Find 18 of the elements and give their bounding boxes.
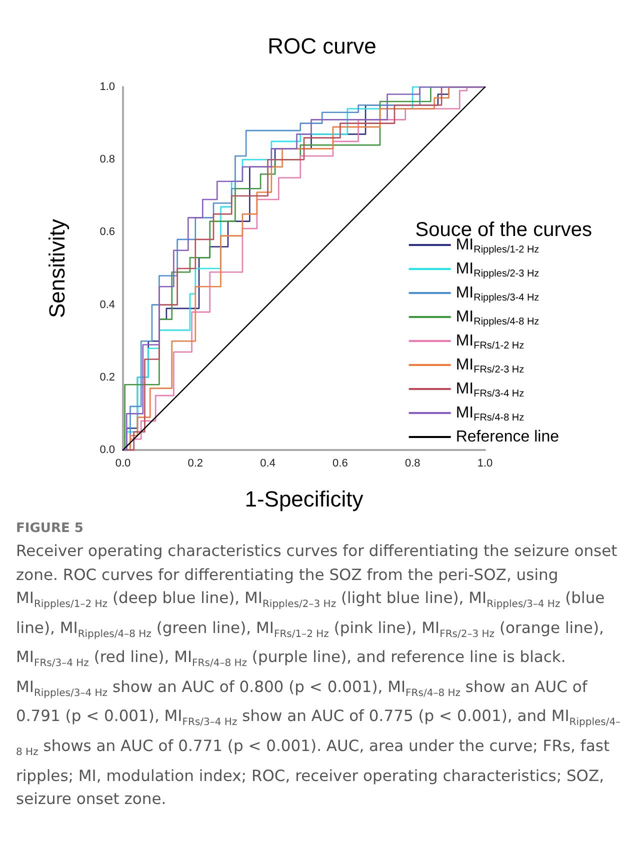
x-tick-label: 0.6 xyxy=(332,458,348,470)
x-tick-label: 0.2 xyxy=(188,458,204,470)
chart-title: ROC curve xyxy=(268,34,376,58)
x-tick-label: 0.4 xyxy=(260,458,276,470)
text: Receiver operating characteristics curves for differentiating the seizure onset zone. ROC curves for differentiating the SOZ from the peri-SOZ, using MI$_{Ripples/1–2 Hz}$ (deep blue line), MI$_{Ripples/2–3 Hz}$ (light blue line), MI$_{Ripples/3–4 Hz}$ (blue line), MI$_{Ripples/4–8 Hz}$ (green line), MI$_{FRs/1–2 Hz}$ (pink line), MI$_{FRs/2–3 Hz}$ (orange line), MI$_{FRs/3–4 Hz}$ (red line), MI$_{FRs/4–8 Hz}$ (purple line), and reference line is black. MI$_{Ripples/3–4 Hz}$ show an AUC of 0.800 (p < 0.001), MI$_{FRs/4–8 Hz}$ show an AUC of 0.791 (p < 0.001), MI$_{FRs/3–4 Hz}$ show an AUC of 0.775 (p < 0.001), and MI$_{Ripples/4–}$$_{8 Hz}$ shows an AUC of 0.771 (p < 0.001). AUC, area under the curve; FRs, fast ripples; MI, modulation index; ROC, receiver operating characteristics; SOZ, seizure onset zone. xyxy=(16,542,621,808)
y-tick-label: 0.0 xyxy=(100,444,115,456)
y-tick-label: 0.2 xyxy=(100,371,115,384)
caption: FIGURE 5 xyxy=(16,521,84,536)
y-tick-label: 0.8 xyxy=(100,154,115,166)
x-tick-label: 0.0 xyxy=(115,458,131,470)
y-tick-label: 0.6 xyxy=(100,226,115,238)
x-tick-label: 1.0 xyxy=(477,458,493,470)
y-axis-title: Sensitivity xyxy=(44,218,70,318)
x-axis-title: 1-Specificity xyxy=(244,486,364,512)
y-tick-label: 1.0 xyxy=(100,81,115,93)
y-tick-label: 0.4 xyxy=(100,298,115,311)
legend-label: Reference line xyxy=(456,428,560,446)
x-tick-label: 0.8 xyxy=(404,458,420,470)
